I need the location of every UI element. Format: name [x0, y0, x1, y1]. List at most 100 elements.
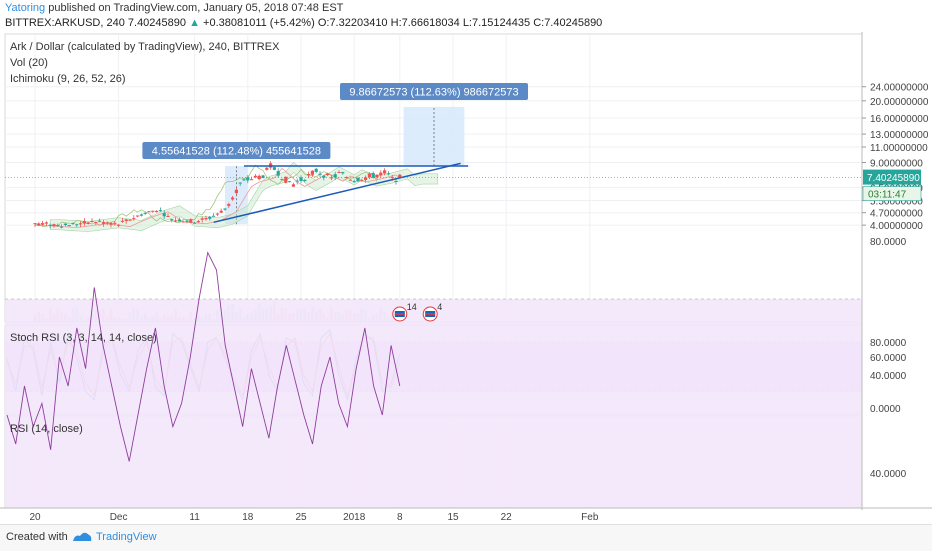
- candle-body: [128, 219, 132, 221]
- footer-bar: Created with TradingView: [0, 524, 932, 551]
- candle-body: [48, 224, 52, 226]
- chart-title: Ark / Dollar (calculated by TradingView)…: [10, 41, 280, 53]
- countdown-tag: 03:11:47: [868, 190, 907, 201]
- candle-body: [318, 173, 322, 175]
- candle-body: [246, 177, 250, 181]
- candle-body: [375, 174, 379, 178]
- candle-body: [238, 182, 242, 184]
- candle-body: [82, 221, 86, 224]
- candle-body: [196, 221, 200, 223]
- chart-canvas[interactable]: 4.55641528 (112.48%) 455641528 9.86672573…: [0, 32, 932, 524]
- candle-body: [52, 224, 56, 227]
- candle-body: [371, 173, 375, 178]
- candle-body: [185, 220, 189, 222]
- candle-body: [204, 218, 208, 220]
- candle-body: [253, 175, 257, 178]
- rsi-tick-label: 40.0000: [870, 469, 907, 480]
- created-with-label: Created with: [6, 531, 68, 543]
- candle-body: [326, 173, 330, 175]
- open-value: 7.32203410: [329, 17, 388, 29]
- x-tick-label: 11: [189, 512, 200, 523]
- candle-body: [242, 179, 246, 181]
- candle-body: [193, 222, 197, 224]
- candle-body: [234, 189, 238, 194]
- candle-body: [98, 220, 102, 222]
- publish-line: Yatoring published on TradingView.com, J…: [5, 2, 343, 14]
- event-flag-icon[interactable]: 4: [422, 302, 442, 322]
- rsi-label: RSI (14, close): [10, 423, 83, 435]
- measure-label-box: [142, 142, 331, 160]
- chart-header: Yatoring published on TradingView.com, J…: [0, 0, 932, 32]
- price-change: +0.38081011 (+5.42%): [203, 17, 315, 29]
- candle-body: [155, 211, 159, 213]
- candle-body: [79, 223, 83, 225]
- last-price: 7.40245890: [127, 17, 187, 29]
- candle-body: [386, 173, 390, 175]
- candle-body: [124, 219, 128, 222]
- x-tick-label: 15: [447, 512, 459, 523]
- tradingview-logo-icon: [73, 532, 92, 541]
- candle-body: [41, 223, 45, 225]
- candle-body: [364, 177, 368, 181]
- candle-body: [44, 222, 48, 224]
- rsi-tick-label: 60.0000: [870, 353, 907, 364]
- stoch-rsi-label: Stoch RSI (3, 3, 14, 14, close): [10, 332, 157, 344]
- y-tick-label: 11.00000000: [870, 143, 928, 154]
- symbol-label: BITTREX:ARKUSD, 240: [5, 17, 125, 29]
- y-tick-label: 5.50000000: [870, 197, 923, 208]
- high-value: 7.66618034: [401, 17, 460, 29]
- publish-info: published on TradingView.com, January 05…: [45, 2, 344, 14]
- y-tick-label: 13.00000000: [870, 130, 929, 141]
- rsi-pane: [5, 251, 862, 508]
- event-flag-icon[interactable]: 14: [392, 302, 417, 322]
- up-arrow-icon: ▲: [189, 17, 200, 29]
- author-link[interactable]: Yatoring: [5, 2, 46, 14]
- candle-body: [63, 223, 67, 225]
- candle-body: [333, 174, 337, 178]
- tradingview-brand[interactable]: TradingView: [96, 531, 157, 543]
- x-tick-label: Feb: [581, 512, 599, 523]
- ichimoku-indicator-label: Ichimoku (9, 26, 52, 26): [10, 73, 126, 85]
- trendline-support: [213, 162, 461, 224]
- candle-body: [136, 215, 140, 217]
- candle-body: [314, 168, 318, 172]
- candle-body: [143, 212, 147, 214]
- candle-body: [86, 222, 90, 224]
- candle-body: [394, 180, 398, 182]
- x-tick-label: 18: [242, 512, 254, 523]
- high-label: H:: [390, 17, 402, 29]
- volume-indicator-label: Vol (20): [10, 57, 48, 69]
- candle-body: [398, 174, 402, 178]
- y-tick-label: 4.00000000: [870, 221, 923, 232]
- candle-body: [158, 210, 162, 212]
- low-label: L:: [462, 17, 472, 29]
- candle-body: [291, 184, 295, 187]
- candle-body: [212, 215, 216, 217]
- candle-body: [94, 221, 98, 223]
- candle-body: [37, 223, 41, 226]
- event-flags[interactable]: 14 4: [392, 302, 442, 322]
- candle-body: [189, 219, 193, 223]
- x-tick-label: 22: [501, 512, 513, 523]
- y-tick-label: 20.00000000: [870, 97, 929, 108]
- candle-body: [75, 224, 79, 226]
- candle-body: [379, 172, 383, 176]
- main-pane-frame: [4, 33, 863, 323]
- candle-body: [200, 218, 204, 220]
- trendlines[interactable]: [213, 162, 469, 224]
- y-tick-label: 24.00000000: [870, 83, 929, 94]
- candle-body: [120, 220, 124, 222]
- candle-body: [265, 167, 269, 170]
- candle-body: [33, 223, 37, 225]
- ichimoku-kumo: [49, 161, 439, 232]
- candle-body: [56, 225, 60, 227]
- stoch-tick-label: 0.0000: [870, 404, 901, 415]
- axes: 24.00000000 20.00000000 16.00000000 13.0000…: [0, 32, 932, 523]
- candle-body: [356, 177, 360, 182]
- low-value: 7.15124435: [472, 17, 531, 29]
- stoch-tick-label: 40.0000: [870, 371, 907, 382]
- candle-body: [181, 221, 185, 223]
- candle-body: [295, 180, 299, 182]
- candle-body: [261, 175, 265, 179]
- candle-body: [139, 214, 143, 216]
